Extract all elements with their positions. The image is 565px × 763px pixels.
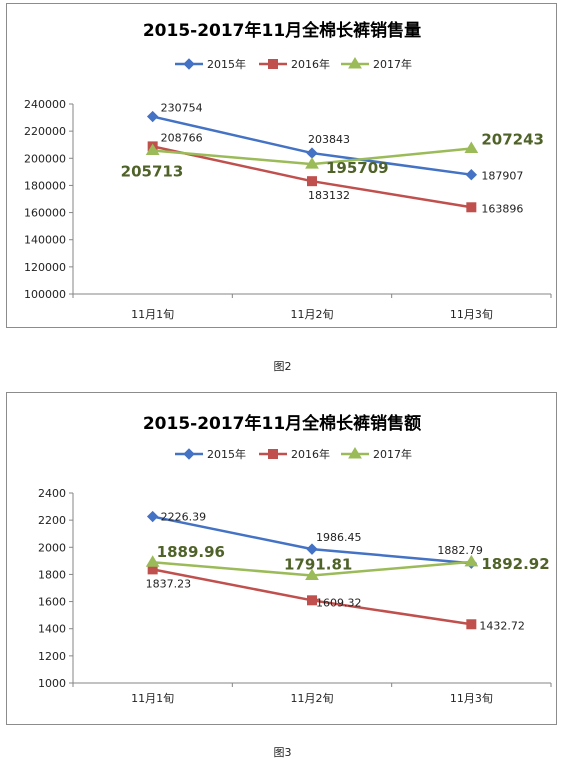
data-point: [464, 554, 479, 567]
y-tick-label: 2200: [38, 514, 66, 527]
legend-marker: [348, 57, 362, 69]
x-tick-label: 11月3旬: [450, 692, 493, 705]
data-label: 203843: [308, 133, 350, 146]
data-point: [306, 147, 318, 159]
data-label: 230754: [161, 102, 203, 115]
legend-marker: [268, 59, 278, 69]
y-tick-label: 180000: [24, 179, 66, 192]
data-point: [145, 143, 160, 156]
y-tick-label: 140000: [24, 234, 66, 247]
x-tick-label: 11月2旬: [291, 692, 334, 705]
data-label: 183132: [308, 189, 350, 202]
y-tick-label: 1600: [38, 596, 66, 609]
sales-volume-chart: 2015-2017年11月全棉长裤销售量 2015年 2016年 2017年 10000…: [24, 20, 552, 321]
y-tick-label: 160000: [24, 207, 66, 220]
data-point: [145, 555, 160, 567]
chart-title: 2015-2017年11月全棉长裤销售额: [143, 413, 421, 434]
x-tick-label: 11月1旬: [131, 308, 174, 321]
data-label: 1892.92: [481, 555, 549, 573]
data-label: 1432.72: [479, 619, 525, 632]
y-tick-label: 1000: [38, 677, 66, 690]
chart-panel-sales-volume: 2015-2017年11月全棉长裤销售量 2015年 2016年 2017年 10000…: [6, 3, 557, 328]
data-label: 1889.96: [157, 543, 225, 561]
legend-label: 2016年: [291, 447, 330, 461]
figure-caption-2: 图2: [273, 360, 292, 373]
legend-marker: [348, 447, 362, 459]
chart-panel-sales-amount: 2015-2017年11月全棉长裤销售额 2015年 2016年 2017年 1000 1…: [6, 392, 557, 725]
data-label: 205713: [121, 163, 184, 181]
data-label: 195709: [326, 159, 389, 177]
data-point: [306, 543, 318, 555]
legend-label: 2016年: [291, 57, 330, 71]
data-point: [465, 168, 478, 181]
data-label: 1609.32: [316, 596, 362, 609]
legend-marker: [183, 58, 195, 70]
x-tick-label: 11月3旬: [450, 308, 493, 321]
data-label: 208766: [161, 131, 203, 144]
data-point: [305, 157, 319, 169]
y-tick-label: 240000: [24, 98, 66, 111]
legend-label: 2015年: [207, 447, 246, 461]
data-label: 163896: [481, 202, 523, 215]
y-tick-label: 2000: [38, 541, 66, 554]
data-point: [146, 110, 159, 123]
legend-label: 2015年: [207, 57, 246, 71]
x-tick-label: 11月2旬: [291, 308, 334, 321]
y-tick-label: 220000: [24, 125, 66, 138]
sales-amount-chart: 2015-2017年11月全棉长裤销售额 2015年 2016年 2017年 1000 1…: [38, 413, 552, 705]
data-point: [466, 619, 477, 630]
data-label: 1837.23: [146, 577, 192, 590]
y-tick-label: 2400: [38, 487, 66, 500]
legend-label: 2017年: [373, 447, 412, 461]
data-point: [464, 141, 479, 153]
data-label: 1882.79: [437, 544, 483, 557]
y-tick-label: 1200: [38, 650, 66, 663]
y-tick-label: 1800: [38, 568, 66, 581]
data-point: [307, 176, 317, 187]
legend-label: 2017年: [373, 57, 412, 71]
figure-caption-3: 图3: [273, 746, 292, 759]
data-label: 1986.45: [316, 531, 362, 544]
data-point: [466, 202, 477, 213]
data-label: 1791.81: [284, 556, 352, 574]
y-tick-label: 200000: [24, 152, 66, 165]
y-tick-label: 1400: [38, 623, 66, 636]
legend-marker: [183, 448, 195, 460]
data-point: [146, 510, 159, 523]
data-label: 187907: [481, 170, 523, 183]
y-tick-label: 100000: [24, 288, 66, 301]
data-point: [305, 568, 319, 581]
y-tick-label: 120000: [24, 261, 66, 274]
data-label: 207243: [481, 130, 544, 148]
legend-marker: [268, 449, 278, 459]
chart-title: 2015-2017年11月全棉长裤销售量: [143, 20, 421, 41]
x-tick-label: 11月1旬: [131, 692, 174, 705]
data-label: 2226.39: [161, 511, 207, 524]
data-point: [307, 595, 317, 606]
